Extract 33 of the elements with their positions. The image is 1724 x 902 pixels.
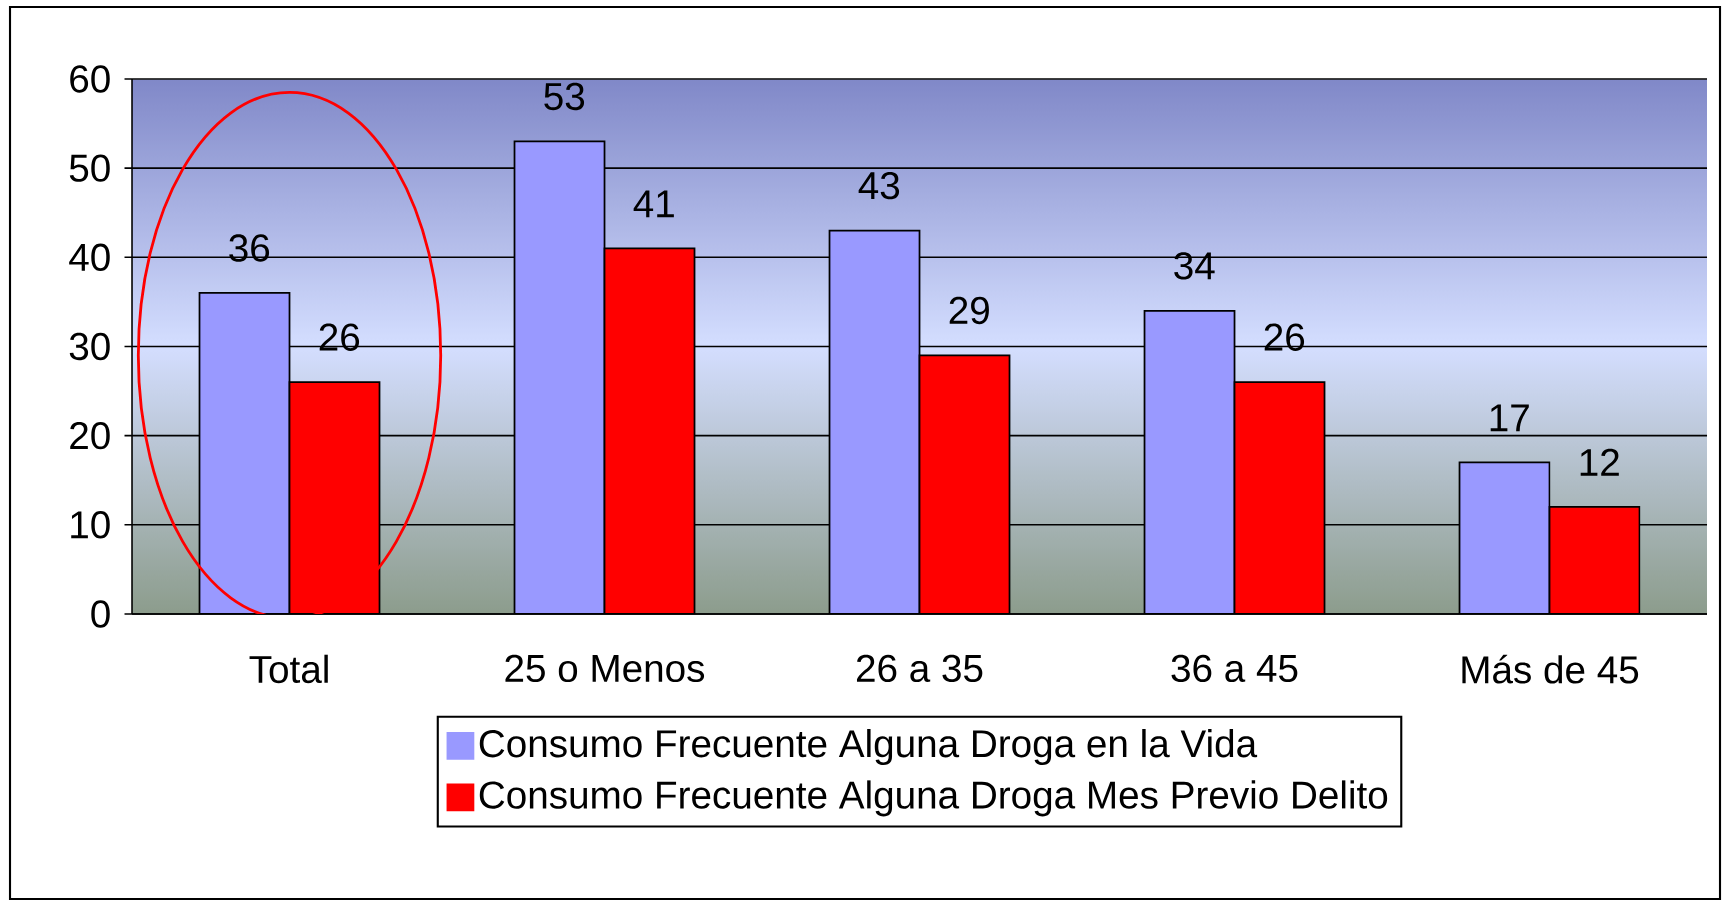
data-label: 43 <box>858 171 900 200</box>
x-tick-label: 25 o Menos <box>505 654 705 683</box>
y-tick-label: 50 <box>69 154 110 182</box>
data-label: 12 <box>1580 448 1619 476</box>
bar <box>513 140 606 614</box>
x-tick-label: Más de 45 <box>1462 654 1639 684</box>
data-label: 29 <box>949 296 989 325</box>
y-tick-label: 10 <box>71 511 110 539</box>
legend-label: Consumo Frecuente Alguna Droga Mes Previo Delito <box>479 780 1388 817</box>
bar <box>1143 309 1236 614</box>
bar <box>198 292 291 614</box>
legend-label: Consumo Frecuente Alguna Droga en la Vida <box>479 728 1258 766</box>
bar <box>828 229 921 614</box>
data-label: 53 <box>544 82 585 111</box>
data-label: 41 <box>633 190 674 218</box>
y-tick-label: 60 <box>70 65 110 93</box>
y-tick-label: 0 <box>91 600 110 628</box>
bar <box>1548 506 1641 614</box>
data-label: 26 <box>1264 323 1305 351</box>
data-label: 36 <box>229 234 270 262</box>
y-tick-label: 40 <box>69 243 110 272</box>
x-tick-label: 36 a 45 <box>1171 654 1298 683</box>
bar <box>603 247 696 614</box>
x-tick-label: 26 a 35 <box>856 654 983 683</box>
bar <box>1458 461 1551 614</box>
data-label: 34 <box>1174 252 1215 280</box>
bar <box>918 354 1011 614</box>
data-label: 17 <box>1490 404 1529 432</box>
bar <box>1233 381 1326 614</box>
y-tick-label: 20 <box>70 421 110 450</box>
data-label: 26 <box>319 323 360 351</box>
x-tick-label: Total <box>249 654 328 684</box>
y-tick-label: 30 <box>69 332 110 361</box>
